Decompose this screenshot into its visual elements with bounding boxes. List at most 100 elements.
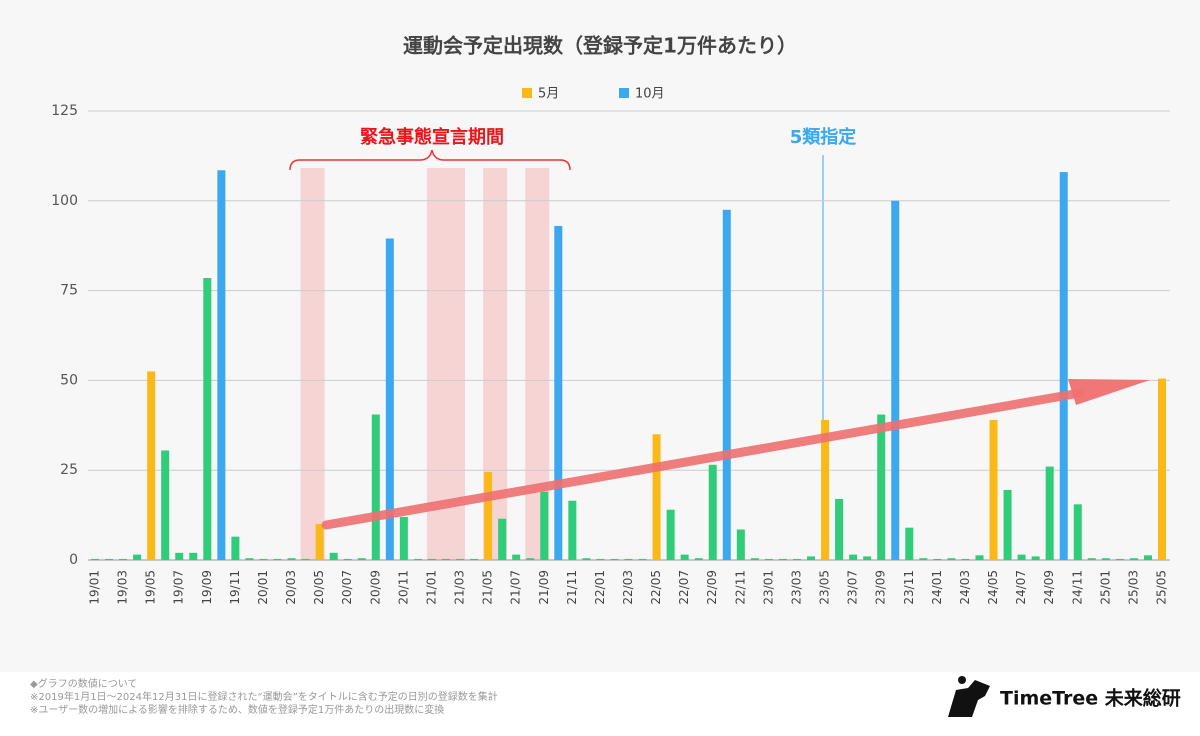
x-tick-label: 24/05 [986,570,1000,605]
bar [371,414,380,560]
x-tick-label: 23/07 [846,570,860,605]
bar [399,516,408,560]
bar [217,170,226,560]
bar [821,419,830,560]
x-tick-label: 22/07 [677,570,691,605]
bar [736,529,745,560]
x-tick-label: 24/11 [1070,570,1084,605]
bar [1045,466,1054,560]
bar [652,434,661,560]
bar [91,558,99,560]
x-tick-label: 20/03 [284,570,298,605]
x-tick-label: 24/09 [1042,570,1056,605]
bar [119,558,128,560]
emergency-period [426,168,466,560]
bar [441,558,450,560]
bar [1129,558,1138,560]
footnote: ◆グラフの数値について [30,677,137,690]
bar [1101,558,1110,560]
bar [666,509,675,560]
bar [961,558,970,560]
bar [484,471,493,560]
bar [989,419,998,560]
chart-title: 運動会予定出現数（登録予定1万件あたり） [403,34,797,58]
x-tick-label: 19/01 [88,570,102,605]
bar [975,555,984,560]
bar [357,558,366,560]
bar [1031,556,1040,560]
x-tick-label: 23/01 [761,570,775,605]
bar [427,558,436,560]
bar [301,558,310,560]
bar [512,554,521,560]
bar [708,464,717,560]
bar [245,558,254,560]
bar [413,558,422,560]
x-tick-label: 23/09 [874,570,888,605]
x-tick-label: 20/11 [396,570,410,605]
x-tick-label: 19/03 [116,570,130,605]
x-tick-label: 25/01 [1098,570,1112,605]
bar [610,558,619,560]
bar [231,536,240,560]
bar [764,558,773,560]
bar [105,558,114,560]
legend-label: 5月 [538,87,559,102]
bar [638,558,647,560]
bar [1158,378,1166,560]
bar [456,558,465,560]
x-tick-label: 19/07 [172,570,186,605]
x-tick-label: 19/11 [228,570,242,605]
bar [919,558,928,560]
bar [582,558,591,560]
x-tick-label: 20/05 [312,570,326,605]
x-tick-label: 25/05 [1155,570,1169,605]
x-tick-label: 22/11 [733,570,747,605]
legend-label: 10月 [635,87,665,102]
y-tick-label: 50 [60,372,78,388]
x-tick-label: 24/01 [930,570,944,605]
bar [1073,504,1082,560]
bar [273,558,282,560]
legend-swatch [619,88,629,98]
bar [203,278,212,560]
bar [329,552,338,560]
bar [1087,558,1096,560]
bar [750,558,759,560]
bar [175,552,184,560]
x-tick-label: 22/09 [705,570,719,605]
x-tick-label: 21/03 [453,570,467,605]
x-tick-label: 24/03 [958,570,972,605]
emergency-brace [289,149,571,171]
x-tick-label: 22/01 [593,570,607,605]
bar [1059,172,1068,560]
footnote: ※2019年1月1日～2024年12月31日に登録された“運動会”をタイトルに含… [30,690,498,703]
bar [933,558,942,560]
bar [680,554,689,560]
footnote: ※ユーザー数の増加による影響を排除するため、数値を登録予定1万件あたりの出現数に… [30,703,444,716]
brand-logo [948,676,990,717]
bar [694,558,703,560]
legend: 5月 10月 [522,87,665,102]
bar [526,558,535,560]
bar [385,238,394,561]
emergency-period [300,168,325,560]
x-tick-label: 21/07 [509,570,523,605]
bar [147,371,156,560]
x-tick-label: 22/05 [649,570,663,605]
bar [161,450,170,560]
bar [189,552,198,560]
bar [287,558,296,560]
bar [891,200,900,561]
bar [1003,489,1012,560]
bar [835,498,844,560]
x-tick-label: 23/11 [902,570,916,605]
bar [947,558,956,560]
bar [568,500,577,560]
bar [133,554,142,560]
trend-arrow-head [1068,379,1150,405]
bar [1115,558,1124,560]
bar [540,491,549,560]
x-tick-label: 21/05 [481,570,495,605]
